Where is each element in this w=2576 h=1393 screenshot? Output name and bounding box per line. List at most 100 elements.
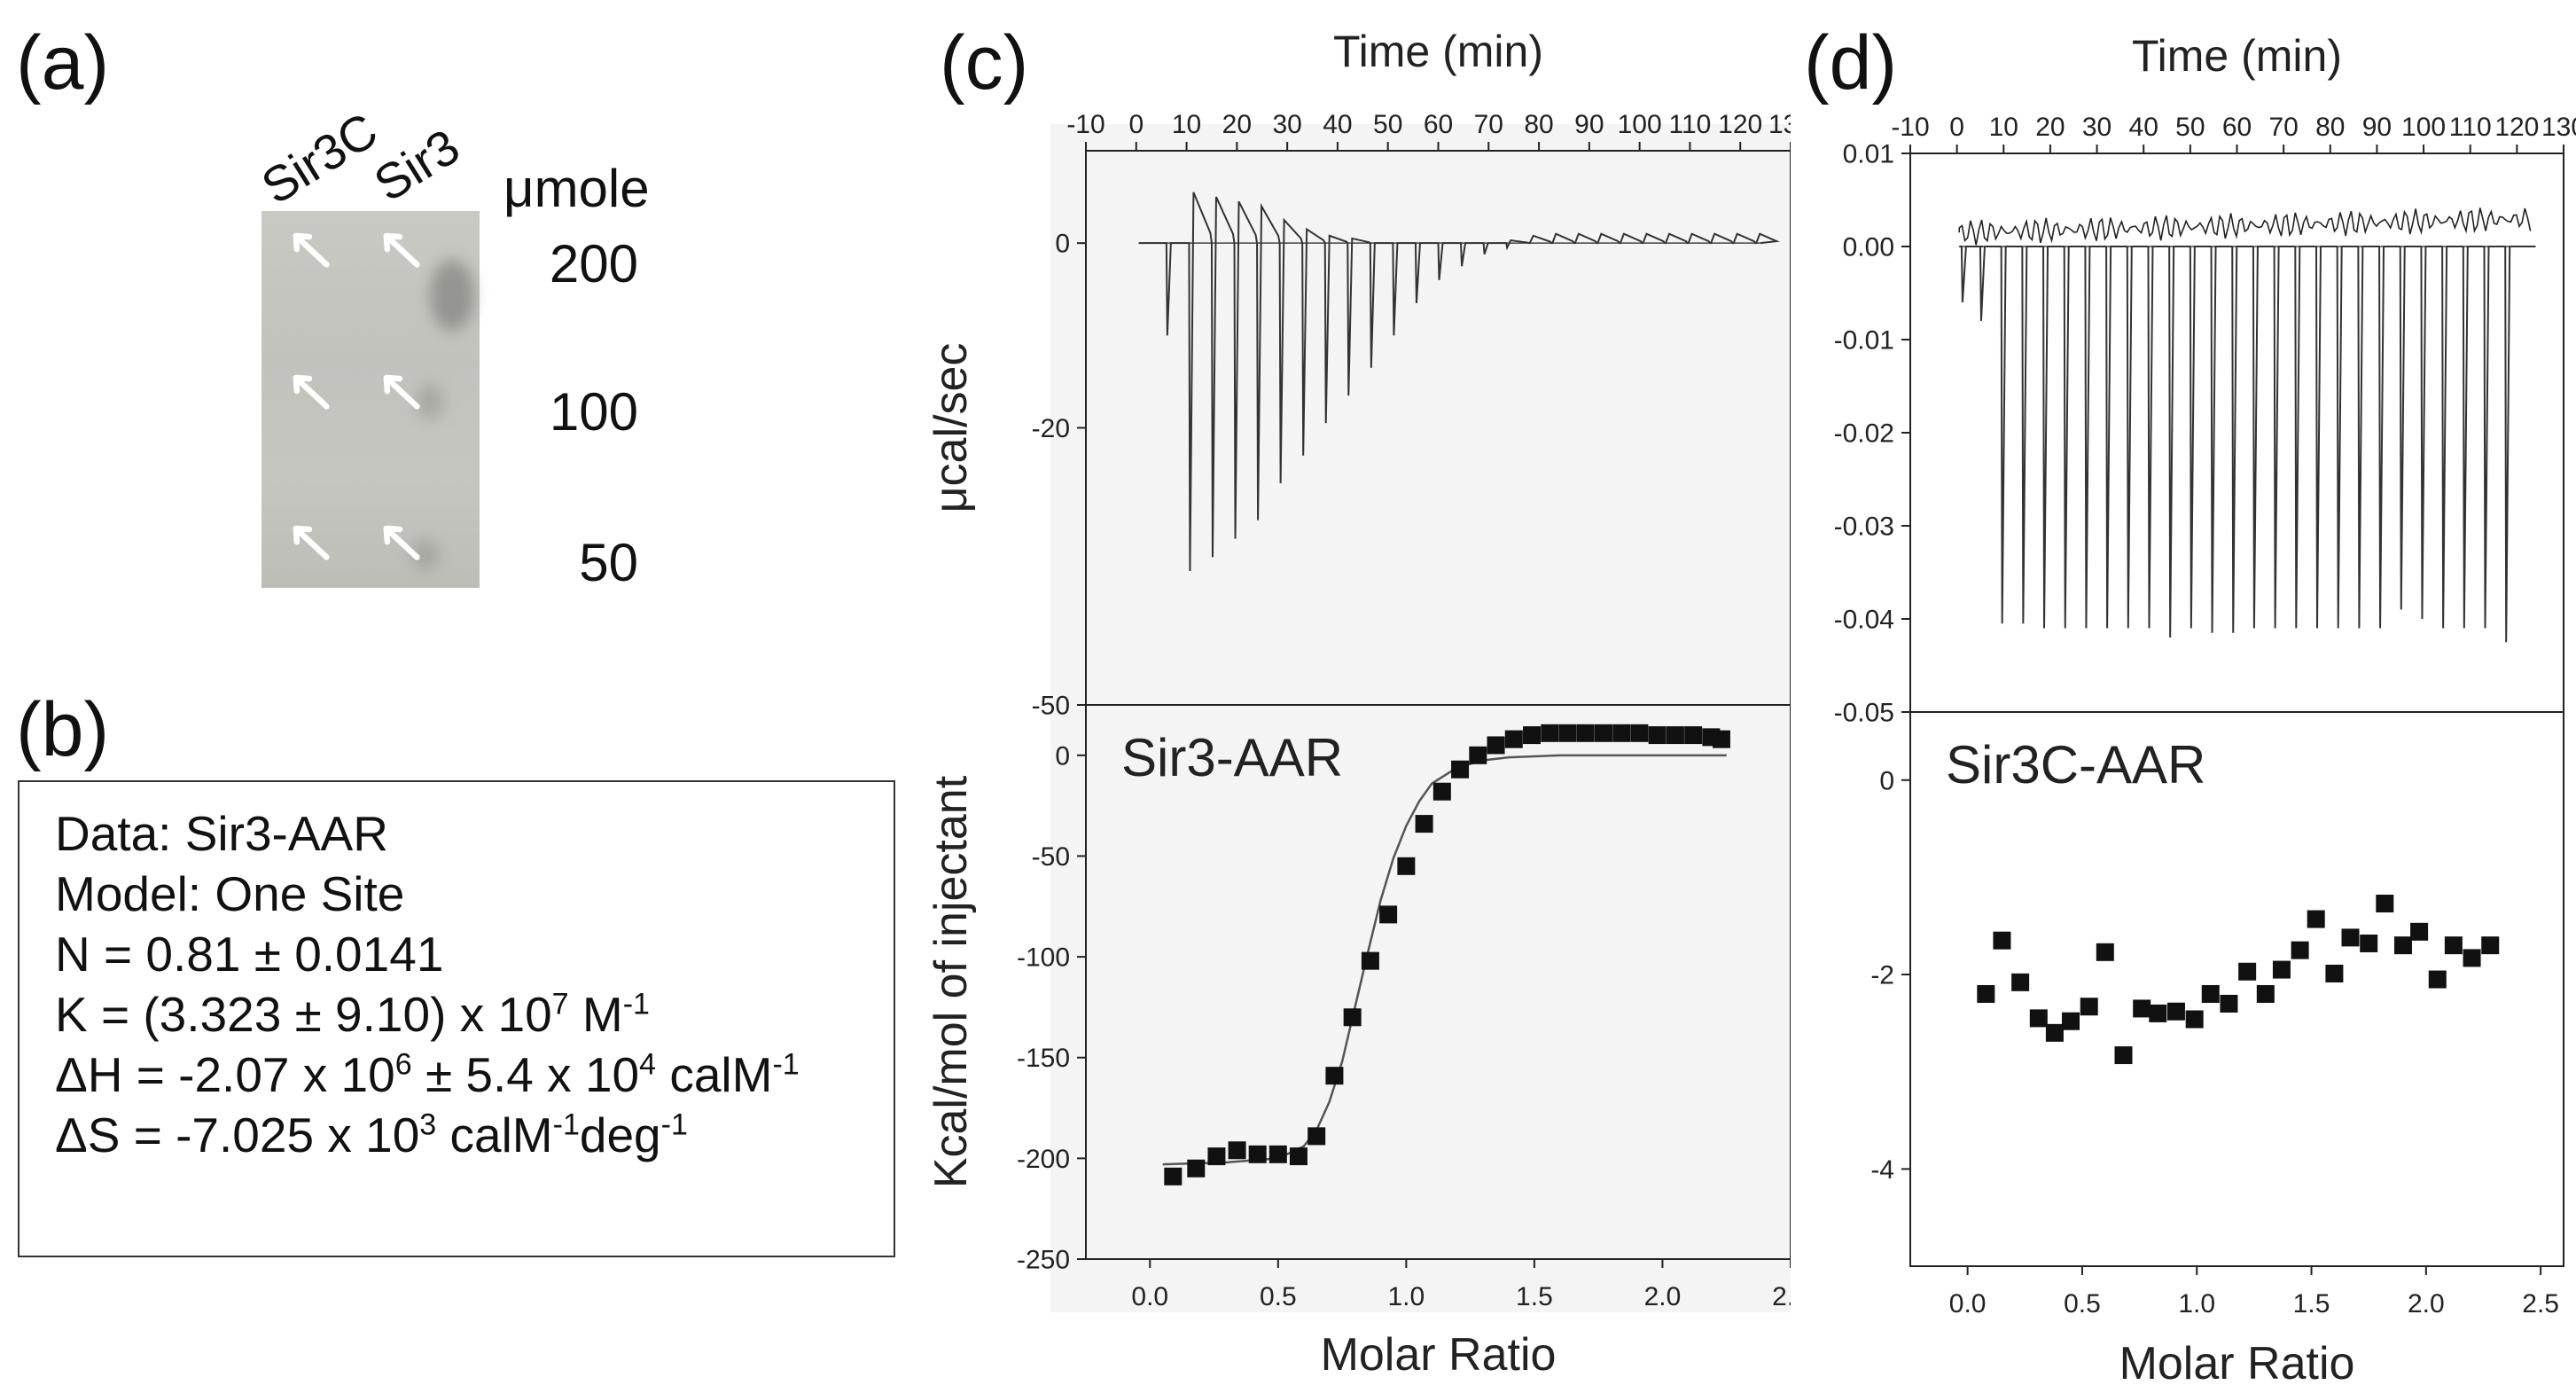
- ratio-tick-label: 1.0: [2178, 1289, 2215, 1319]
- time-tick-label: 70: [2268, 113, 2298, 142]
- data-point: [1308, 1127, 1326, 1146]
- top-y-tick-label: -0.01: [1834, 326, 1894, 356]
- amount-200: 200: [549, 234, 638, 293]
- data-point: [1248, 1145, 1267, 1163]
- data-point: [2096, 943, 2114, 961]
- time-tick-label: 10: [1172, 110, 1201, 139]
- fit-parameters-box: Data: Sir3-AAR Model: One Site N = 0.81 …: [18, 780, 895, 1257]
- data-point: [1541, 724, 1559, 742]
- lane-label-sir3c: Sir3C: [252, 101, 387, 215]
- time-tick-label: 30: [2082, 113, 2112, 142]
- data-point: [1289, 1147, 1308, 1166]
- bottom-y-tick-label: 0: [1055, 741, 1070, 771]
- bottom-y-tick-label: 0: [1879, 766, 1894, 795]
- time-tick-label: 90: [1574, 110, 1604, 139]
- top-y-tick-label: 0.00: [1843, 233, 1894, 262]
- ratio-tick-label: 0.0: [1131, 1282, 1168, 1311]
- param-delta-s: ΔS = -7.025 x 103 calM-1deg-1: [55, 1107, 688, 1162]
- param-delta-h: ΔH = -2.07 x 106 ± 5.4 x 104 calM-1: [55, 1047, 800, 1102]
- time-tick-label: 110: [2449, 113, 2492, 142]
- bottom-y-tick-label: -100: [1017, 943, 1070, 973]
- time-axis-title: Time (min): [1333, 27, 1543, 76]
- data-point: [1187, 1159, 1206, 1178]
- sample-annotation: Sir3C-AAR: [1946, 735, 2205, 794]
- itc-chart-sir3: Time (min)-10 0 10 20 30 40 50 60 70 80 90 100 110 12…: [925, 27, 1791, 1381]
- param-n: N = 0.81 ± 0.0141: [55, 927, 444, 982]
- time-tick-label: 40: [1323, 110, 1352, 139]
- top-y-tick-label: -0.04: [1834, 606, 1894, 635]
- time-tick-label: 110: [1669, 110, 1712, 139]
- data-point: [2341, 928, 2360, 947]
- data-point: [2045, 1023, 2064, 1042]
- data-point: [2393, 936, 2412, 955]
- panel-a-label: (a): [16, 20, 110, 106]
- sample-annotation: Sir3-AAR: [1121, 728, 1343, 787]
- top-y-tick-label: -0.05: [1834, 699, 1894, 728]
- data-point: [1397, 857, 1416, 875]
- data-point: [1977, 984, 1995, 1003]
- data-point: [1325, 1067, 1344, 1085]
- data-point: [2238, 962, 2257, 981]
- top-y-tick-label: -20: [1032, 414, 1070, 443]
- ratio-tick-label: 1.5: [1516, 1282, 1553, 1311]
- arrow-icon: [383, 525, 420, 560]
- time-tick-label: 100: [1618, 110, 1662, 139]
- data-point: [2376, 895, 2394, 913]
- data-point: [2272, 960, 2291, 979]
- time-tick-label: -10: [1891, 113, 1929, 142]
- data-point: [1469, 746, 1487, 764]
- top-y-tick-label: -50: [1032, 692, 1070, 721]
- data-point: [2062, 1012, 2080, 1030]
- amount-unit: μmole: [503, 159, 650, 218]
- panel-b-label: (b): [16, 687, 110, 772]
- time-tick-label: 90: [2362, 113, 2392, 142]
- time-tick-label: -10: [1066, 110, 1105, 139]
- time-tick-label: 20: [1222, 110, 1252, 139]
- time-axis-title: Time (min): [2132, 31, 2342, 81]
- itc-chart-sir3c: Time (min) -10 0 10 20 30 40 50 60 70 80 90 100 110 12…: [1834, 31, 2576, 1389]
- data-point: [1361, 951, 1379, 970]
- top-y-tick-label: -0.02: [1834, 419, 1894, 449]
- data-point: [1415, 815, 1433, 833]
- ratio-tick-label: 2.5: [1772, 1282, 1791, 1311]
- time-tick-label: 40: [2129, 113, 2158, 142]
- time-tick-label: 20: [2035, 113, 2065, 142]
- param-data: Data: Sir3-AAR: [55, 806, 388, 861]
- bottom-y-tick-label: -200: [1017, 1145, 1070, 1174]
- ratio-tick-label: 1.5: [2293, 1289, 2330, 1319]
- data-point: [1576, 724, 1595, 742]
- time-tick-label: 130: [1768, 110, 1791, 139]
- data-point: [1268, 1145, 1287, 1163]
- data-point: [1487, 736, 1505, 755]
- ratio-tick-label: 0.0: [1949, 1289, 1987, 1319]
- data-point: [1504, 730, 1523, 748]
- ratio-tick-label: 0.5: [2064, 1289, 2101, 1319]
- bottom-plot-frame: [1909, 711, 2564, 1267]
- data-point: [1666, 726, 1684, 745]
- amount-50: 50: [579, 533, 638, 592]
- data-point: [2463, 949, 2481, 967]
- data-point: [2307, 910, 2325, 928]
- data-point: [1207, 1147, 1226, 1166]
- data-point: [2133, 999, 2151, 1018]
- time-tick-label: 80: [2315, 113, 2345, 142]
- top-y-tick-label: 0: [1055, 230, 1070, 259]
- data-point: [1558, 724, 1577, 742]
- thermogram-trace: [1959, 246, 2536, 643]
- data-point: [2325, 964, 2344, 982]
- plot-background: [1050, 124, 1791, 1312]
- top-y-tick-label: -0.03: [1834, 513, 1894, 542]
- time-tick-label: 0: [1128, 110, 1144, 139]
- time-tick-label: 10: [1989, 113, 2018, 142]
- data-point: [1451, 760, 1470, 779]
- bottom-plot-frame: [1085, 704, 1791, 1260]
- arrow-icon: [293, 374, 330, 410]
- data-point: [1379, 905, 1398, 924]
- data-point: [2428, 970, 2447, 989]
- ratio-tick-label: 2.5: [2522, 1289, 2559, 1319]
- time-tick-label: 130: [2541, 113, 2576, 142]
- ratio-tick-label: 2.0: [1644, 1282, 1682, 1311]
- data-point: [1648, 726, 1667, 745]
- time-tick-label: 60: [2222, 113, 2252, 142]
- data-point: [2166, 1002, 2185, 1021]
